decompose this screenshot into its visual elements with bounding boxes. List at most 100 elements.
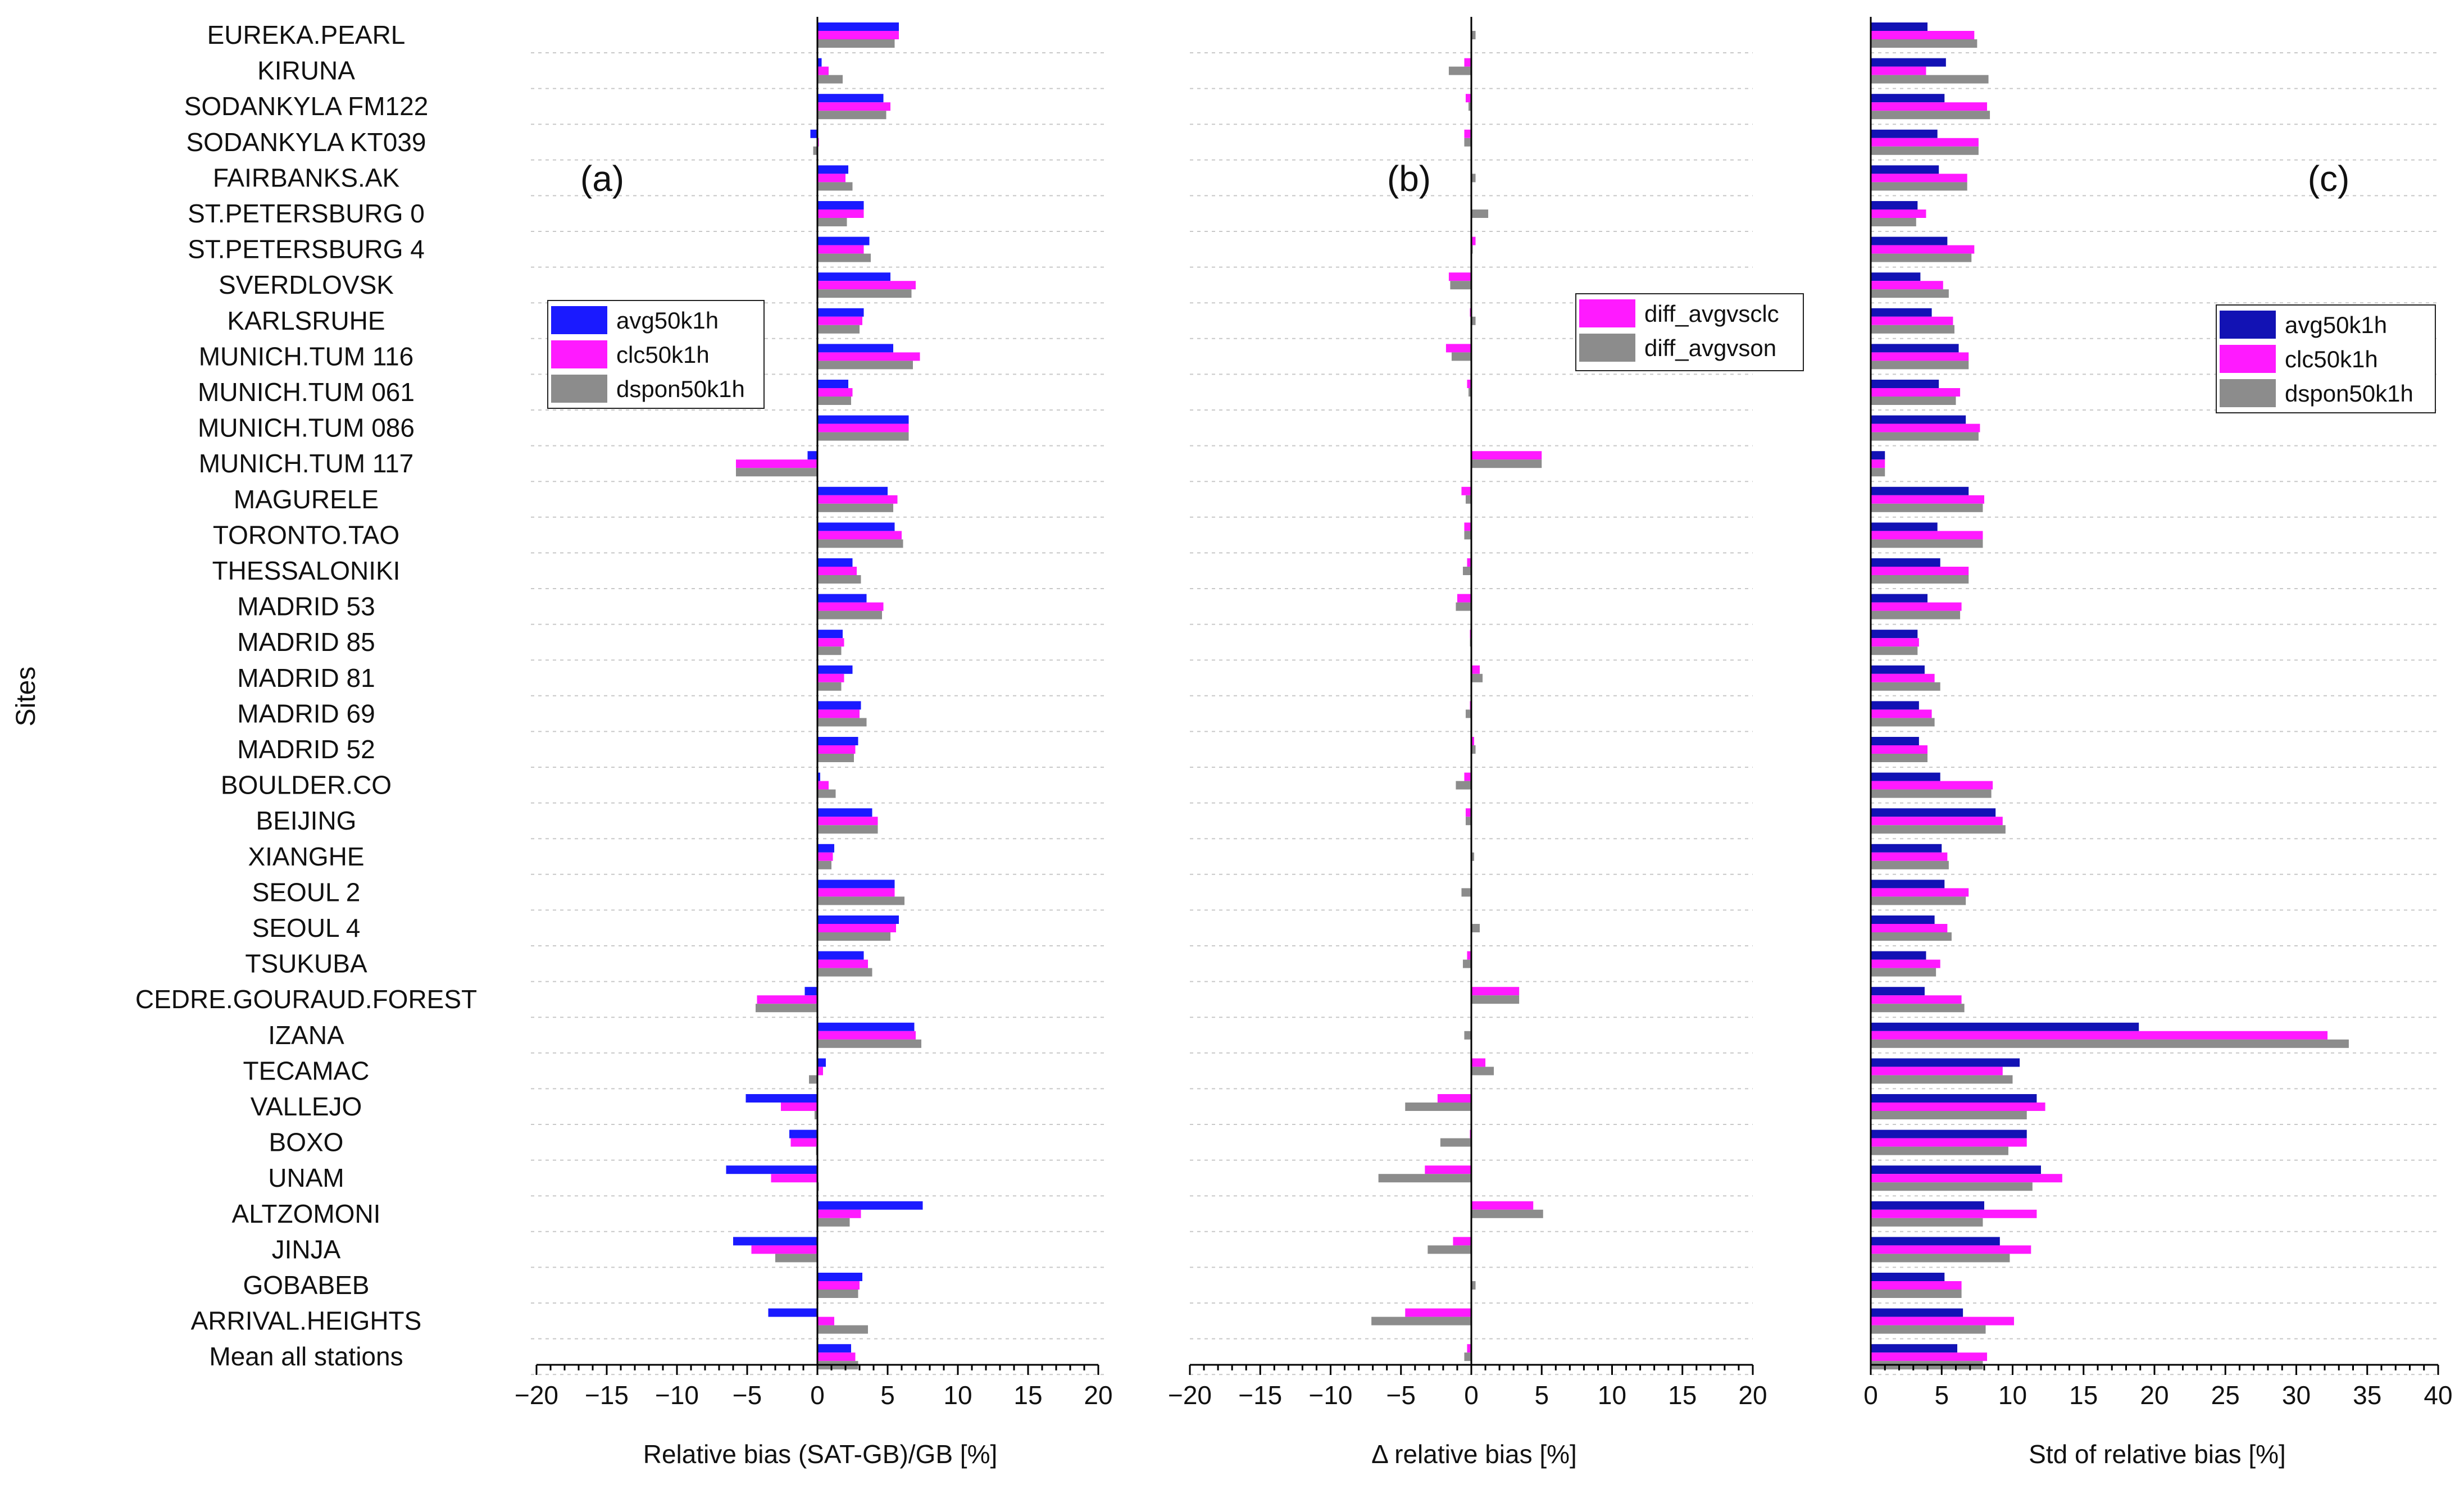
- bar-diff_avgvson-30: [1405, 1103, 1471, 1111]
- bar-dspon50k1h-23: [1871, 860, 1949, 869]
- bar-avg50k1h-6: [1871, 236, 1948, 245]
- bar-dspon50k1h-22: [1871, 825, 2006, 834]
- x-tick-label: 15: [1013, 1381, 1042, 1410]
- bar-clc50k1h-6: [1871, 245, 1975, 254]
- bar-dspon50k1h-1: [1871, 75, 1989, 84]
- bar-dspon50k1h-3: [813, 146, 817, 155]
- site-label: MUNICH.TUM 086: [198, 413, 415, 443]
- bar-clc50k1h-5: [817, 209, 864, 218]
- site-label: THESSALONIKI: [212, 556, 401, 585]
- bar-avg50k1h-23: [1871, 844, 1942, 853]
- bar-dspon50k1h-15: [1871, 575, 1969, 584]
- bar-diff_avgvsclc-9: [1445, 344, 1471, 353]
- site-label: MADRID 85: [237, 627, 375, 657]
- site-label: KIRUNA: [257, 56, 355, 85]
- bar-clc50k1h-15: [817, 567, 857, 575]
- bar-avg50k1h-34: [1871, 1237, 2000, 1246]
- bar-clc50k1h-34: [751, 1245, 817, 1254]
- bar-dspon50k1h-27: [1871, 1004, 1965, 1013]
- bar-diff_avgvson-3: [1464, 138, 1471, 147]
- bar-diff_avgvsclc-34: [1453, 1237, 1471, 1246]
- bar-dspon50k1h-20: [1871, 754, 1927, 762]
- bar-avg50k1h-16: [817, 594, 867, 603]
- legend-entry: clc50k1h: [2285, 346, 2378, 372]
- bar-diff_avgvson-10: [1468, 388, 1471, 397]
- bar-clc50k1h-0: [817, 31, 899, 39]
- bar-avg50k1h-37: [1871, 1344, 1958, 1353]
- site-label: JINJA: [272, 1235, 341, 1264]
- site-label: Mean all stations: [209, 1342, 403, 1371]
- bar-avg50k1h-15: [1871, 558, 1940, 567]
- x-tick-label: 5: [880, 1381, 895, 1410]
- bar-dspon50k1h-7: [1871, 289, 1949, 298]
- bar-diff_avgvson-24: [1461, 888, 1471, 897]
- bar-diff_avgvsclc-14: [1464, 522, 1471, 531]
- bar-clc50k1h-28: [1871, 1031, 2328, 1040]
- bar-avg50k1h-35: [1871, 1273, 1945, 1281]
- bar-dspon50k1h-29: [809, 1075, 817, 1084]
- bar-avg50k1h-16: [1871, 594, 1927, 603]
- bar-avg50k1h-10: [817, 380, 848, 388]
- bar-clc50k1h-8: [1871, 316, 1953, 325]
- bar-clc50k1h-10: [1871, 388, 1961, 397]
- bar-diff_avgvson-28: [1464, 1031, 1471, 1040]
- bar-clc50k1h-22: [1871, 817, 2003, 826]
- site-label: MUNICH.TUM 061: [198, 377, 415, 407]
- legend-entry: avg50k1h: [2285, 312, 2387, 338]
- bar-clc50k1h-5: [1871, 209, 1926, 218]
- bar-dspon50k1h-26: [817, 968, 872, 977]
- bar-dspon50k1h-19: [1871, 718, 1935, 727]
- x-tick-label: 20: [1084, 1381, 1112, 1410]
- legend-swatch-dspon50k1h: [551, 375, 607, 403]
- bar-diff_avgvsclc-18: [1471, 665, 1480, 674]
- bar-avg50k1h-26: [817, 951, 864, 960]
- bar-avg50k1h-27: [804, 987, 817, 996]
- site-label: GOBABEB: [243, 1270, 370, 1300]
- x-tick-label: −20: [515, 1381, 558, 1410]
- bar-dspon50k1h-15: [817, 575, 861, 584]
- bar-avg50k1h-36: [768, 1308, 817, 1317]
- bar-dspon50k1h-6: [1871, 253, 1972, 262]
- bar-avg50k1h-25: [1871, 915, 1935, 924]
- x-tick-label: 5: [1534, 1381, 1549, 1410]
- bar-avg50k1h-12: [1871, 451, 1885, 460]
- bar-diff_avgvsclc-26: [1467, 951, 1471, 960]
- bar-diff_avgvsclc-1: [1464, 58, 1471, 67]
- bar-clc50k1h-14: [817, 531, 902, 540]
- legend-swatch-dspon50k1h: [2220, 379, 2276, 407]
- bar-dspon50k1h-4: [1871, 182, 1967, 191]
- bar-dspon50k1h-25: [817, 932, 890, 941]
- bar-clc50k1h-22: [817, 817, 878, 826]
- site-label: UNAM: [268, 1163, 344, 1192]
- site-label: TSUKUBA: [245, 949, 367, 978]
- bar-clc50k1h-26: [817, 959, 868, 968]
- bar-diff_avgvsclc-2: [1465, 94, 1471, 103]
- bar-avg50k1h-4: [1871, 165, 1939, 174]
- legend-entry: diff_avgvsclc: [1644, 300, 1779, 327]
- bar-avg50k1h-11: [1871, 415, 1966, 424]
- bar-dspon50k1h-8: [1871, 325, 1954, 334]
- x-tick-label: 10: [1598, 1381, 1626, 1410]
- bar-diff_avgvson-25: [1471, 924, 1480, 932]
- bar-dspon50k1h-6: [817, 253, 871, 262]
- bar-dspon50k1h-14: [1871, 539, 1983, 548]
- site-label: BOXO: [269, 1128, 344, 1157]
- bar-diff_avgvson-8: [1471, 316, 1476, 325]
- bar-dspon50k1h-33: [1871, 1218, 1983, 1227]
- x-tick-label: 20: [1738, 1381, 1767, 1410]
- bar-avg50k1h-36: [1871, 1308, 1963, 1317]
- legend-entry: avg50k1h: [616, 307, 719, 334]
- bar-avg50k1h-9: [817, 344, 893, 353]
- panel-label: (c): [2308, 158, 2350, 199]
- bar-diff_avgvson-5: [1471, 209, 1489, 218]
- bar-diff_avgvson-16: [1456, 602, 1471, 611]
- bar-clc50k1h-23: [1871, 852, 1948, 861]
- site-label: TECAMAC: [243, 1056, 370, 1085]
- x-tick-label: 40: [2424, 1381, 2452, 1410]
- bar-dspon50k1h-0: [817, 39, 895, 48]
- bar-dspon50k1h-24: [1871, 896, 1966, 905]
- bar-diff_avgvsclc-12: [1471, 451, 1542, 460]
- legend-swatch-avg50k1h: [551, 306, 607, 334]
- bar-avg50k1h-17: [817, 630, 843, 639]
- bar-clc50k1h-20: [817, 745, 856, 754]
